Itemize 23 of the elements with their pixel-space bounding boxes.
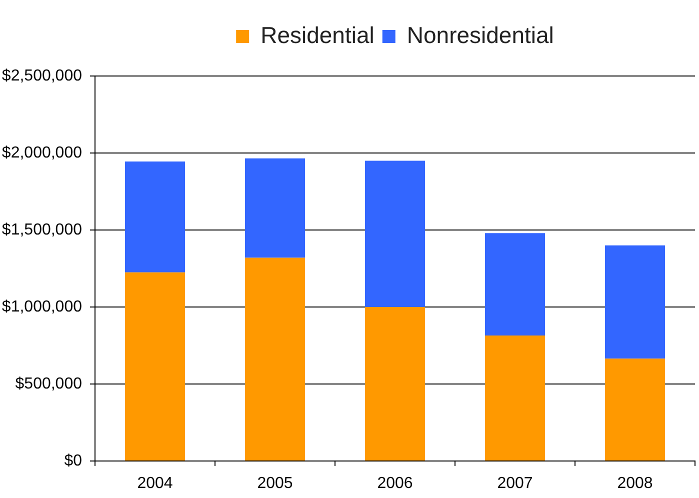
y-tick-label: $1,500,000	[2, 221, 82, 238]
bar	[245, 258, 305, 460]
bar	[485, 233, 545, 336]
x-tick-label: 2005	[257, 475, 293, 492]
bar	[485, 335, 545, 460]
bar	[125, 161, 185, 272]
bar	[365, 307, 425, 460]
y-tick-label: $2,000,000	[2, 144, 82, 162]
y-tick-label: $500,000	[15, 375, 82, 392]
x-tick-label: 2004	[137, 475, 173, 492]
bar	[605, 245, 665, 359]
x-tick-label: 2006	[377, 475, 413, 492]
x-tick-label: 2007	[497, 475, 533, 492]
legend-label: Nonresidential	[406, 22, 554, 48]
bar	[245, 158, 305, 258]
x-tick-label: 2008	[617, 475, 653, 492]
y-tick-label: $1,000,000	[2, 298, 82, 316]
bar	[605, 358, 665, 460]
y-tick-label: $2,500,000	[2, 67, 82, 84]
bar	[365, 160, 425, 307]
bar	[125, 272, 185, 460]
y-tick-label: $0	[64, 452, 82, 470]
legend-label: Residential	[260, 22, 374, 48]
